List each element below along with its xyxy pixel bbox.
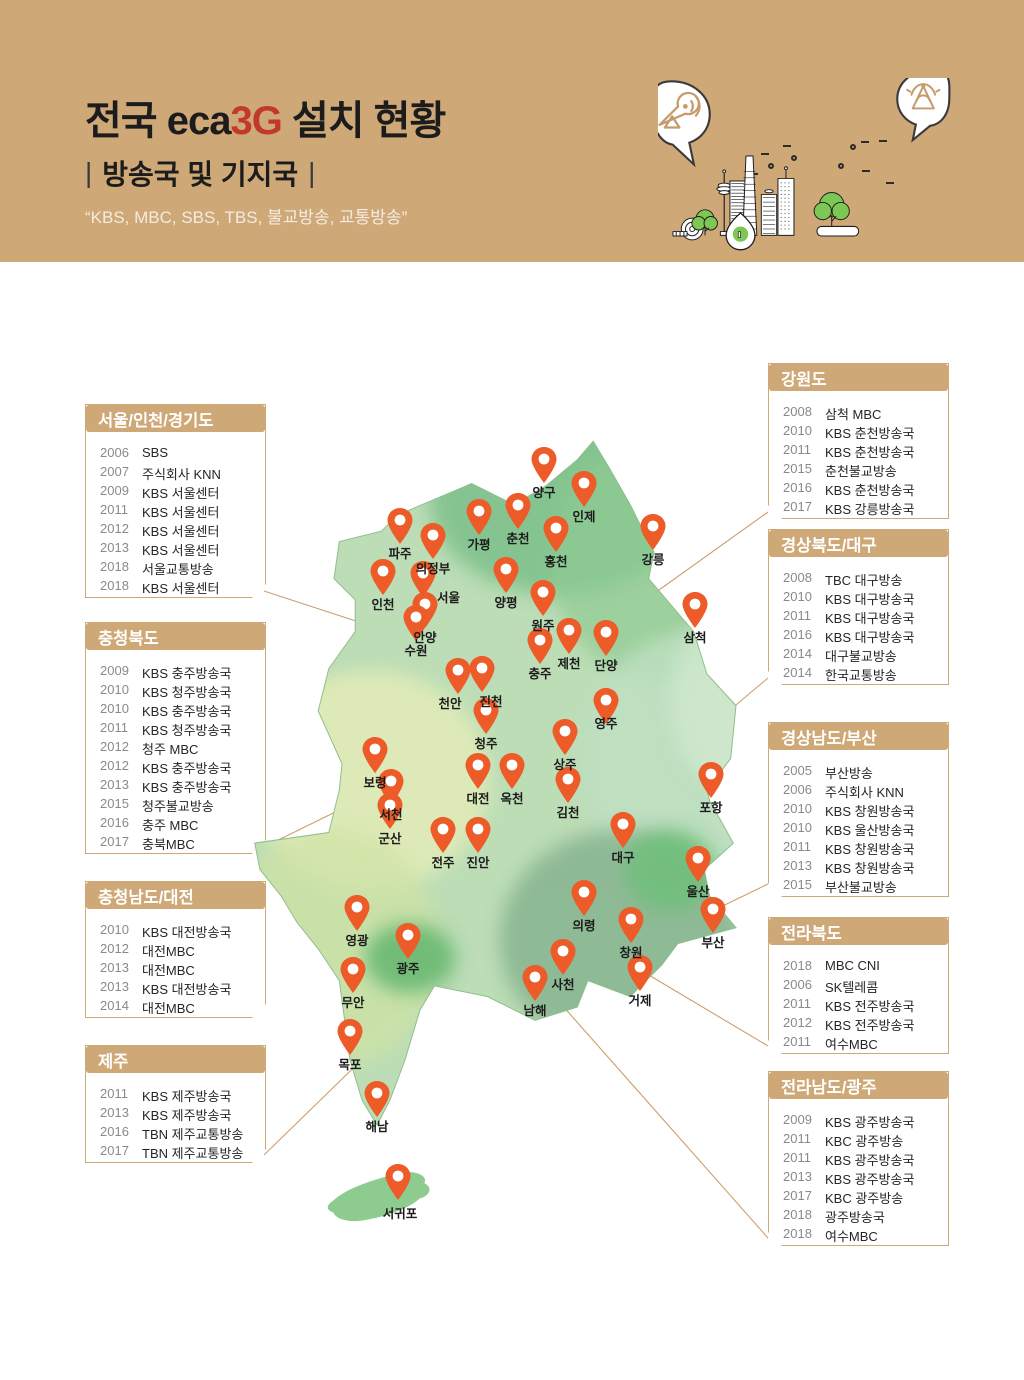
svg-text:대구: 대구 bbox=[611, 851, 635, 865]
svg-text:춘천: 춘천 bbox=[506, 531, 529, 546]
svg-text:충주: 충주 bbox=[528, 666, 552, 681]
svg-text:보령: 보령 bbox=[363, 776, 386, 790]
svg-text:서울: 서울 bbox=[437, 590, 461, 605]
svg-text:의령: 의령 bbox=[572, 918, 595, 933]
svg-text:목포: 목포 bbox=[338, 1058, 362, 1072]
svg-text:의정부: 의정부 bbox=[416, 561, 451, 576]
svg-text:부산: 부산 bbox=[701, 935, 725, 950]
svg-text:울산: 울산 bbox=[686, 884, 710, 899]
svg-text:강릉: 강릉 bbox=[641, 552, 665, 567]
svg-text:진천: 진천 bbox=[479, 694, 502, 709]
svg-text:인천: 인천 bbox=[371, 597, 394, 612]
svg-text:인제: 인제 bbox=[572, 509, 595, 524]
svg-text:삼척: 삼척 bbox=[683, 630, 706, 645]
svg-text:남해: 남해 bbox=[523, 1003, 546, 1018]
svg-text:수원: 수원 bbox=[404, 644, 427, 658]
svg-text:안양: 안양 bbox=[413, 630, 437, 645]
svg-text:단양: 단양 bbox=[594, 658, 618, 673]
svg-text:영주: 영주 bbox=[594, 716, 618, 731]
svg-text:천안: 천안 bbox=[438, 696, 462, 711]
svg-text:군산: 군산 bbox=[378, 831, 402, 846]
svg-text:서귀포: 서귀포 bbox=[383, 1206, 418, 1221]
svg-text:김천: 김천 bbox=[556, 805, 579, 820]
svg-text:상주: 상주 bbox=[553, 757, 577, 772]
svg-text:무안: 무안 bbox=[341, 995, 365, 1010]
svg-text:광주: 광주 bbox=[396, 961, 420, 976]
svg-text:전주: 전주 bbox=[431, 855, 455, 870]
svg-text:해남: 해남 bbox=[365, 1119, 389, 1134]
svg-text:창원: 창원 bbox=[619, 945, 642, 960]
svg-text:파주: 파주 bbox=[388, 546, 412, 561]
svg-text:양평: 양평 bbox=[494, 595, 517, 610]
svg-text:대전: 대전 bbox=[466, 791, 489, 806]
svg-text:옥천: 옥천 bbox=[500, 791, 523, 806]
svg-text:포항: 포항 bbox=[699, 800, 723, 815]
svg-text:청주: 청주 bbox=[474, 736, 498, 751]
svg-text:원주: 원주 bbox=[531, 619, 555, 633]
svg-text:영광: 영광 bbox=[345, 933, 369, 948]
svg-text:사천: 사천 bbox=[551, 977, 574, 992]
svg-text:홍천: 홍천 bbox=[544, 554, 567, 569]
svg-text:제천: 제천 bbox=[557, 656, 580, 671]
svg-text:서천: 서천 bbox=[379, 807, 402, 822]
svg-text:양구: 양구 bbox=[532, 485, 556, 500]
svg-text:진안: 진안 bbox=[466, 855, 490, 870]
svg-text:거제: 거제 bbox=[628, 993, 651, 1008]
svg-text:가평: 가평 bbox=[467, 537, 490, 552]
